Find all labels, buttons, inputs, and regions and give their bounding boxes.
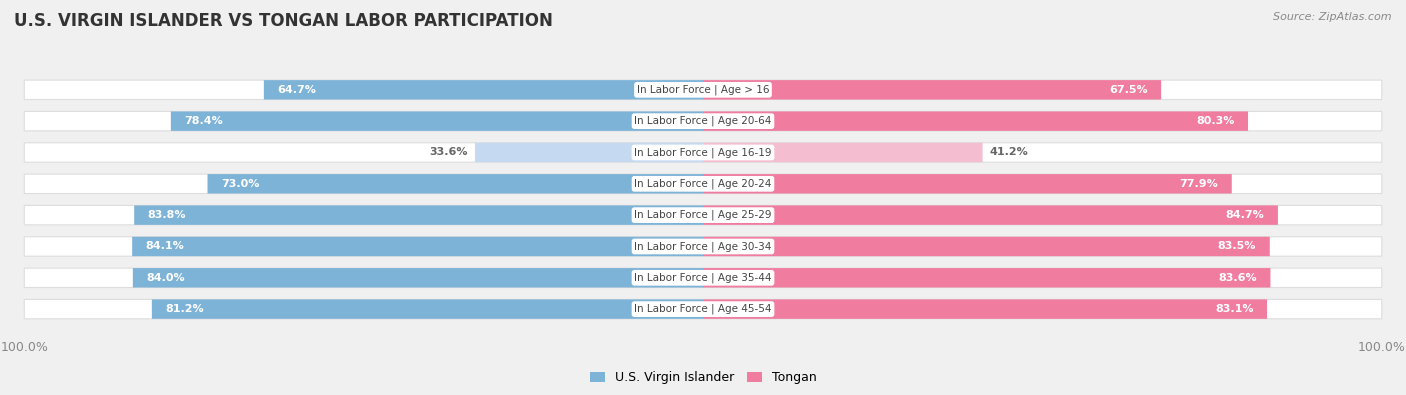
Text: 80.3%: 80.3% (1197, 116, 1234, 126)
FancyBboxPatch shape (264, 80, 703, 100)
FancyBboxPatch shape (703, 80, 1161, 100)
Text: 33.6%: 33.6% (430, 147, 468, 158)
FancyBboxPatch shape (24, 174, 1382, 194)
Text: 81.2%: 81.2% (166, 304, 204, 314)
FancyBboxPatch shape (703, 205, 1278, 225)
Text: In Labor Force | Age 35-44: In Labor Force | Age 35-44 (634, 273, 772, 283)
Text: In Labor Force | Age 16-19: In Labor Force | Age 16-19 (634, 147, 772, 158)
Text: 84.1%: 84.1% (146, 241, 184, 252)
Text: 41.2%: 41.2% (990, 147, 1028, 158)
Legend: U.S. Virgin Islander, Tongan: U.S. Virgin Islander, Tongan (585, 367, 821, 389)
Text: In Labor Force | Age 45-54: In Labor Force | Age 45-54 (634, 304, 772, 314)
FancyBboxPatch shape (703, 174, 1232, 194)
Text: In Labor Force | Age 20-64: In Labor Force | Age 20-64 (634, 116, 772, 126)
FancyBboxPatch shape (703, 143, 983, 162)
FancyBboxPatch shape (703, 268, 1271, 288)
FancyBboxPatch shape (24, 299, 1382, 319)
Text: 77.9%: 77.9% (1180, 179, 1218, 189)
Text: 84.7%: 84.7% (1226, 210, 1264, 220)
Text: 84.0%: 84.0% (146, 273, 186, 283)
Text: 67.5%: 67.5% (1109, 85, 1147, 95)
Text: 73.0%: 73.0% (221, 179, 260, 189)
FancyBboxPatch shape (134, 205, 703, 225)
FancyBboxPatch shape (24, 205, 1382, 225)
Text: 83.6%: 83.6% (1218, 273, 1257, 283)
FancyBboxPatch shape (703, 299, 1267, 319)
FancyBboxPatch shape (132, 237, 703, 256)
FancyBboxPatch shape (24, 143, 1382, 162)
Text: In Labor Force | Age > 16: In Labor Force | Age > 16 (637, 85, 769, 95)
FancyBboxPatch shape (172, 111, 703, 131)
FancyBboxPatch shape (24, 111, 1382, 131)
Text: 83.5%: 83.5% (1218, 241, 1256, 252)
FancyBboxPatch shape (24, 237, 1382, 256)
FancyBboxPatch shape (208, 174, 703, 194)
Text: 83.8%: 83.8% (148, 210, 186, 220)
FancyBboxPatch shape (24, 268, 1382, 288)
Text: Source: ZipAtlas.com: Source: ZipAtlas.com (1274, 12, 1392, 22)
Text: U.S. VIRGIN ISLANDER VS TONGAN LABOR PARTICIPATION: U.S. VIRGIN ISLANDER VS TONGAN LABOR PAR… (14, 12, 553, 30)
Text: 64.7%: 64.7% (277, 85, 316, 95)
Text: 83.1%: 83.1% (1215, 304, 1254, 314)
Text: In Labor Force | Age 25-29: In Labor Force | Age 25-29 (634, 210, 772, 220)
FancyBboxPatch shape (703, 237, 1270, 256)
FancyBboxPatch shape (152, 299, 703, 319)
Text: In Labor Force | Age 20-24: In Labor Force | Age 20-24 (634, 179, 772, 189)
FancyBboxPatch shape (703, 111, 1249, 131)
Text: In Labor Force | Age 30-34: In Labor Force | Age 30-34 (634, 241, 772, 252)
Text: 78.4%: 78.4% (184, 116, 224, 126)
FancyBboxPatch shape (24, 80, 1382, 100)
FancyBboxPatch shape (475, 143, 703, 162)
FancyBboxPatch shape (132, 268, 703, 288)
